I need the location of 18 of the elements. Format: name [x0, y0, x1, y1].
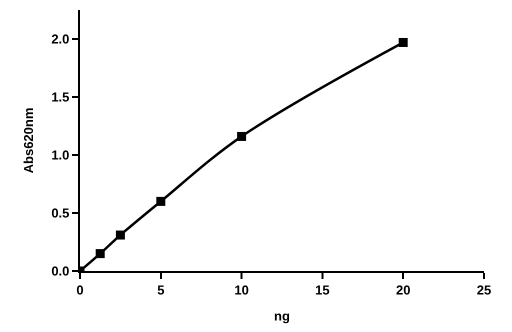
- x-axis-title: ng: [274, 308, 290, 324]
- y-axis-title: Abs620nm: [20, 108, 36, 174]
- y-tick-label: 0.5: [51, 206, 70, 221]
- point: [96, 249, 105, 258]
- x-tick-label: 15: [315, 282, 330, 298]
- point: [398, 38, 408, 47]
- x-tick-label: 10: [234, 282, 249, 298]
- y-tick-label: 1.0: [51, 148, 70, 163]
- x-tick-label: 0: [76, 282, 84, 298]
- x-tick-label: 20: [396, 282, 410, 298]
- y-tick-label: 2.0: [51, 32, 70, 47]
- y-tick-label: 1.5: [51, 90, 70, 105]
- x-tick-label: 5: [157, 282, 164, 298]
- y-tick-label: 0.0: [51, 264, 70, 279]
- x-tick-label: 25: [476, 282, 492, 298]
- point: [156, 196, 166, 206]
- point: [237, 132, 246, 141]
- point: [116, 230, 125, 240]
